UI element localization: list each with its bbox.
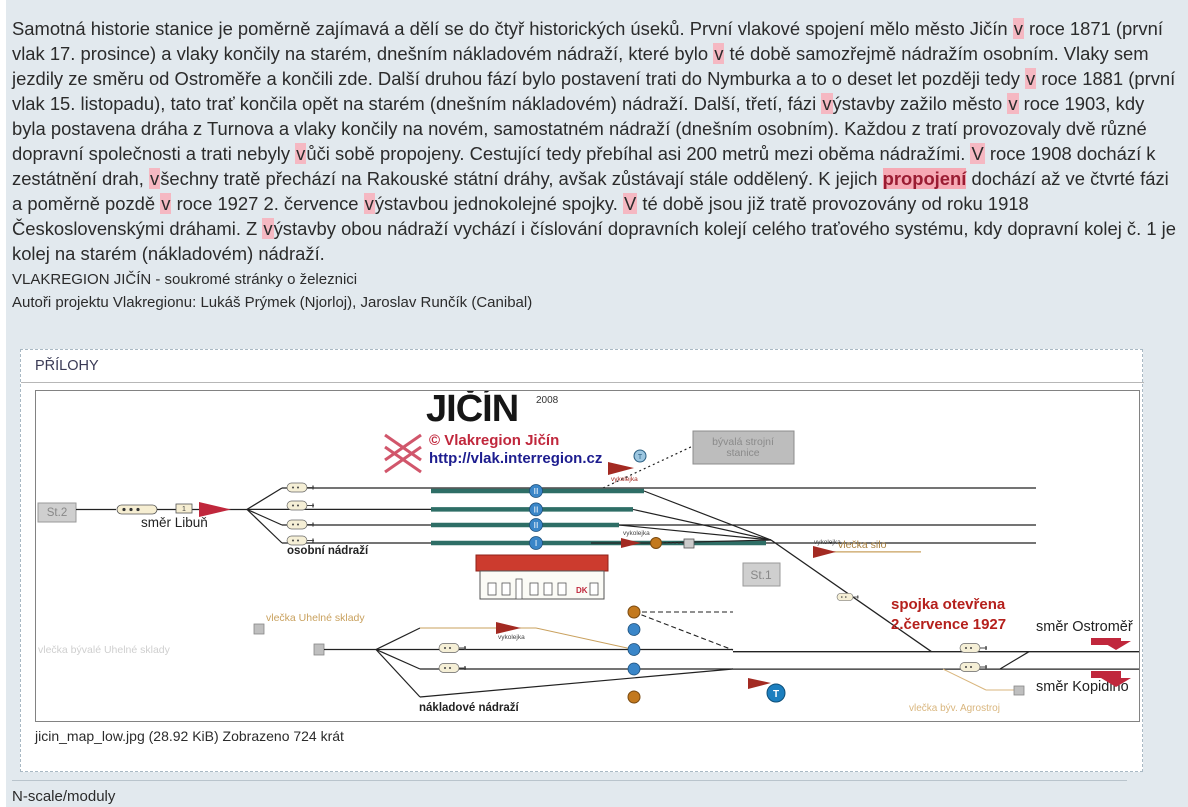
svg-text:II: II — [534, 504, 539, 514]
svg-text:vlečka silo: vlečka silo — [838, 539, 887, 551]
svg-text:© Vlakregion Jičín: © Vlakregion Jičín — [429, 432, 559, 449]
svg-text:osobní nádraží: osobní nádraží — [287, 545, 369, 557]
svg-text:vykolejka: vykolejka — [498, 634, 525, 641]
svg-text:JIČÍN: JIČÍN — [426, 391, 518, 430]
svg-text:vlečka Uhelné sklady: vlečka Uhelné sklady — [266, 612, 365, 624]
svg-text:1: 1 — [182, 506, 186, 513]
svg-text:http://vlak.interregion.cz: http://vlak.interregion.cz — [429, 450, 602, 467]
svg-text:směr Libuň: směr Libuň — [141, 515, 208, 530]
svg-text:II: II — [534, 486, 539, 496]
svg-text:DK: DK — [576, 586, 588, 595]
svg-text:2.července 1927: 2.července 1927 — [891, 616, 1006, 633]
svg-text:spojka otevřena: spojka otevřena — [891, 596, 1006, 613]
svg-text:2008: 2008 — [536, 395, 559, 406]
svg-text:T: T — [638, 454, 643, 461]
svg-text:stanice: stanice — [726, 447, 759, 459]
svg-text:St.1: St.1 — [750, 568, 772, 582]
svg-text:vlečka bývalé Uhelné sklady: vlečka bývalé Uhelné sklady — [38, 644, 171, 656]
svg-text:T: T — [773, 689, 779, 700]
svg-text:St.2: St.2 — [47, 507, 67, 519]
svg-text:I: I — [535, 538, 537, 548]
svg-text:směr Ostroměř: směr Ostroměř — [1036, 619, 1134, 635]
svg-text:nákladové nádraží: nákladové nádraží — [419, 702, 520, 714]
svg-text:vykolejka: vykolejka — [623, 530, 650, 537]
svg-text:vlečka býv. Agrostroj: vlečka býv. Agrostroj — [909, 703, 1000, 714]
svg-text:II: II — [534, 520, 539, 530]
svg-text:vykolejka: vykolejka — [611, 476, 638, 483]
